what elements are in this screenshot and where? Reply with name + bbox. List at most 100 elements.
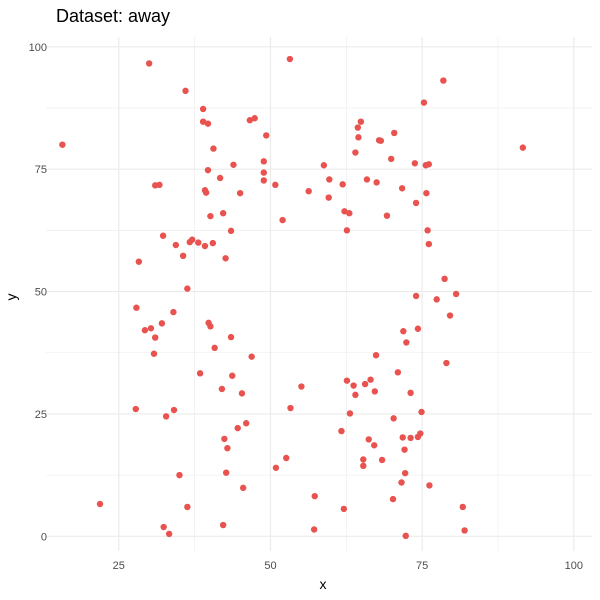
data-point — [443, 359, 450, 367]
data-point — [184, 285, 191, 292]
data-point — [189, 236, 196, 243]
minor-gridlines — [46, 37, 592, 551]
data-points — [59, 55, 527, 540]
data-point — [412, 292, 420, 300]
data-point — [260, 158, 267, 165]
data-point — [399, 434, 406, 441]
data-point — [246, 117, 254, 124]
data-point — [377, 137, 385, 144]
data-point — [339, 181, 346, 188]
x-tick-label: 25 — [113, 560, 125, 572]
data-point — [340, 505, 348, 513]
data-point — [373, 179, 380, 186]
data-point — [219, 210, 227, 217]
data-point — [141, 327, 149, 334]
data-point — [218, 385, 226, 393]
data-point — [298, 383, 305, 390]
data-point — [360, 462, 367, 470]
data-point — [263, 132, 270, 139]
data-point — [341, 208, 348, 215]
data-point — [96, 500, 104, 508]
data-point — [420, 99, 428, 106]
data-point — [343, 377, 351, 384]
data-point — [365, 436, 372, 443]
data-point — [398, 185, 406, 192]
data-point — [159, 232, 167, 239]
data-point — [423, 189, 430, 197]
data-point — [426, 482, 433, 489]
data-point — [227, 227, 235, 235]
data-point — [400, 328, 407, 335]
data-point — [390, 415, 397, 422]
data-point — [251, 115, 258, 122]
data-point — [204, 166, 212, 174]
data-point — [401, 469, 409, 477]
data-point — [401, 446, 408, 453]
data-point — [287, 404, 294, 412]
data-point — [135, 258, 143, 265]
data-point — [367, 376, 374, 383]
data-point — [441, 275, 448, 283]
data-point — [229, 372, 236, 379]
data-point — [156, 181, 163, 189]
data-point — [424, 227, 431, 234]
data-point — [59, 141, 66, 148]
data-point — [170, 406, 178, 414]
data-point — [461, 527, 468, 534]
data-point — [338, 427, 345, 435]
data-point — [389, 495, 397, 503]
data-point — [283, 454, 290, 462]
data-point — [239, 484, 247, 492]
data-point — [350, 382, 357, 389]
data-point — [433, 296, 440, 303]
data-point — [343, 227, 351, 234]
data-point — [425, 240, 433, 248]
data-point — [279, 216, 286, 224]
data-point — [195, 239, 202, 246]
data-point — [383, 212, 391, 219]
y-tick-label: 0 — [41, 531, 47, 543]
data-point — [133, 304, 140, 311]
data-point — [371, 442, 378, 449]
data-point — [346, 210, 353, 217]
data-point — [222, 469, 230, 476]
data-point — [394, 369, 402, 376]
data-point — [398, 479, 405, 486]
y-tick-label: 25 — [35, 409, 47, 421]
data-point — [440, 77, 447, 84]
data-point — [412, 199, 420, 207]
data-point — [260, 169, 267, 176]
data-point — [160, 523, 167, 531]
data-point — [172, 241, 180, 249]
data-point — [411, 160, 419, 167]
data-point — [204, 120, 212, 127]
chart-title: Dataset: away — [56, 6, 171, 26]
data-point — [248, 353, 255, 360]
data-point — [165, 530, 173, 538]
data-point — [272, 181, 279, 189]
data-point — [210, 145, 217, 152]
y-tick-label: 75 — [35, 164, 47, 176]
data-point — [355, 134, 362, 141]
data-point — [224, 445, 231, 452]
data-point — [201, 242, 209, 250]
major-gridlines — [46, 37, 592, 551]
data-point — [311, 492, 318, 500]
data-point — [417, 430, 424, 437]
data-point — [219, 521, 227, 529]
data-point — [325, 194, 332, 201]
data-point — [272, 464, 280, 471]
data-point — [209, 239, 217, 247]
data-point — [402, 532, 409, 540]
y-tick-label: 100 — [29, 42, 47, 54]
data-point — [162, 413, 170, 420]
data-point — [216, 174, 224, 182]
data-point — [199, 105, 207, 113]
data-point — [320, 162, 328, 169]
data-point — [446, 312, 454, 319]
data-point — [414, 325, 422, 332]
data-point — [425, 161, 433, 168]
data-point — [519, 144, 527, 151]
data-point — [230, 161, 237, 168]
data-point — [227, 333, 235, 341]
